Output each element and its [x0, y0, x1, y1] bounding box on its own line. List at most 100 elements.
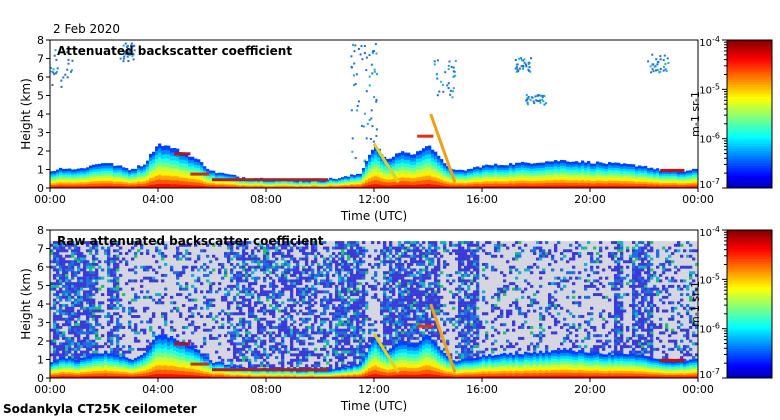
cloud-speck [526, 101, 529, 104]
noise-cell [236, 246, 240, 250]
noise-cell [266, 356, 270, 360]
aerosol-cell [458, 173, 462, 176]
noise-cell [320, 254, 324, 258]
cloud-speck [538, 94, 540, 97]
noise-cell [95, 328, 99, 332]
aerosol-cell [611, 162, 615, 166]
aerosol-cell [125, 186, 129, 189]
noise-cell [296, 301, 300, 305]
cloud-speck [447, 68, 450, 71]
noise-cell [305, 320, 309, 324]
aerosol-cell [188, 169, 192, 173]
colorbar-cell [727, 44, 772, 48]
colorbar-cell [727, 77, 772, 80]
aerosol-cell [254, 185, 258, 187]
y-tick-label: 1 [37, 164, 44, 177]
aerosol-cell [548, 180, 552, 183]
noise-cell [227, 257, 231, 261]
aerosol-cell [368, 158, 372, 162]
aerosol-cell [533, 183, 537, 186]
noise-cell [107, 315, 111, 318]
aerosol-cell [662, 179, 666, 182]
aerosol-cell [488, 169, 492, 173]
noise-cell [305, 353, 309, 357]
aerosol-cell [461, 169, 465, 173]
aerosol-cell [656, 184, 660, 187]
noise-cell [323, 358, 327, 362]
aerosol-cell [647, 168, 651, 171]
aerosol-cell [365, 163, 369, 167]
noise-cell [143, 347, 147, 351]
noise-cell [98, 265, 102, 269]
noise-cell [290, 323, 294, 327]
aerosol-cell [269, 186, 273, 188]
aerosol-cell [467, 169, 471, 172]
aerosol-cell [500, 181, 504, 184]
noise-cell [281, 246, 285, 250]
noise-cell [92, 309, 96, 313]
aerosol-cell [182, 173, 186, 178]
noise-cell [296, 290, 300, 294]
aerosol-cell [203, 168, 207, 171]
cloud-speck [528, 66, 531, 69]
noise-cell [278, 325, 282, 329]
noise-cell [143, 328, 147, 332]
aerosol-cell [80, 186, 84, 189]
noise-cell [254, 356, 258, 360]
noise-cell [68, 295, 72, 299]
noise-cell [344, 268, 348, 272]
noise-cell [254, 358, 258, 362]
aerosol-cell [326, 183, 330, 185]
aerosol-cell [413, 161, 417, 165]
aerosol-cell [392, 162, 396, 167]
aerosol-cell [398, 177, 402, 182]
aerosol-cell [260, 182, 264, 185]
noise-cell [182, 254, 186, 258]
noise-cell [86, 347, 90, 351]
aerosol-cell [119, 172, 123, 175]
aerosol-cell [173, 164, 177, 169]
noise-cell [71, 309, 75, 313]
aerosol-cell [410, 181, 414, 185]
aerosol-cell [323, 183, 327, 185]
noise-cell [308, 309, 312, 313]
aerosol-cell [332, 186, 336, 188]
aerosol-cell [557, 179, 561, 183]
noise-cell [107, 334, 111, 338]
noise-cell [74, 249, 78, 253]
noise-cell [350, 325, 354, 329]
aerosol-cell [56, 173, 60, 176]
noise-cell [305, 328, 309, 332]
noise-cell [56, 358, 60, 362]
aerosol-cell [80, 174, 84, 177]
noise-cell [92, 273, 96, 277]
aerosol-cell [410, 174, 414, 179]
noise-cell [290, 287, 294, 291]
aerosol-cell [659, 182, 663, 185]
noise-cell [74, 323, 78, 327]
noise-cell [254, 334, 258, 338]
noise-cell [251, 334, 255, 338]
noise-cell [329, 328, 333, 332]
aerosol-cell [338, 184, 342, 186]
noise-cell [98, 336, 102, 340]
aerosol-cell [683, 176, 687, 179]
aerosol-cell [248, 181, 252, 183]
aerosol-cell [524, 172, 528, 176]
aerosol-cell [539, 162, 543, 166]
aerosol-cell [149, 153, 153, 158]
aerosol-cell [185, 177, 189, 182]
aerosol-cell [353, 180, 357, 182]
aerosol-cell [410, 158, 414, 162]
noise-cell [314, 241, 318, 245]
aerosol-cell [305, 185, 309, 187]
aerosol-cell [428, 166, 432, 172]
noise-cell [218, 356, 222, 360]
noise-cell [233, 331, 237, 335]
aerosol-cell [443, 180, 447, 184]
noise-cell [92, 315, 96, 318]
noise-cell [53, 252, 57, 255]
noise-cell [329, 263, 333, 266]
aerosol-cell [401, 158, 405, 163]
noise-cell [230, 263, 234, 266]
